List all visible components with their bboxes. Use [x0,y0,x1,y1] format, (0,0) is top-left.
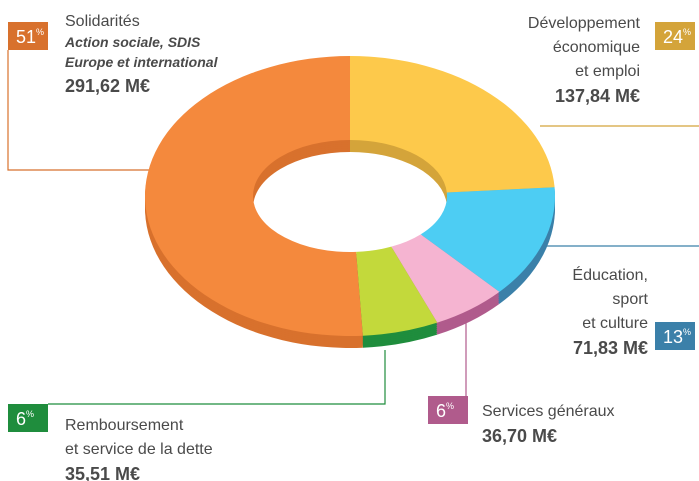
slice [420,187,555,292]
slice-label: et culture [582,315,648,332]
slice-label: Solidarités [65,13,140,30]
connector [48,350,386,405]
slice-amount: 291,62 M€ [65,76,150,96]
slice-label: Services généraux [482,403,615,420]
badge [655,322,695,350]
badge [428,396,468,424]
value-label: 6% [436,401,454,421]
slice [356,246,438,336]
value-label: 51% [16,27,44,47]
badge [8,404,48,432]
slice-label: et service de la dette [65,441,213,458]
slice [391,234,500,323]
badge [655,22,695,50]
value-label: 24% [663,27,691,47]
slice-amount: 35,51 M€ [65,464,140,481]
connector [7,50,155,171]
slice [145,56,363,336]
slice-subtitle: Action sociale, SDIS [64,34,201,50]
badge [8,22,48,50]
slice-label: Éducation, [572,265,648,284]
slice [350,56,555,193]
slice-amount: 36,70 M€ [482,426,557,446]
slice-label: Remboursement [65,417,184,434]
slice-label: et emploi [575,63,640,80]
value-label: 6% [16,409,34,429]
slice-label: Développement [528,15,641,32]
slice-amount: 137,84 M€ [555,86,640,106]
value-label: 13% [663,327,691,347]
slice-label: économique [553,39,640,56]
connectors [7,50,699,405]
slice-subtitle: Europe et international [65,54,219,70]
slice-label: sport [612,291,648,308]
slice-amount: 71,83 M€ [573,338,648,358]
